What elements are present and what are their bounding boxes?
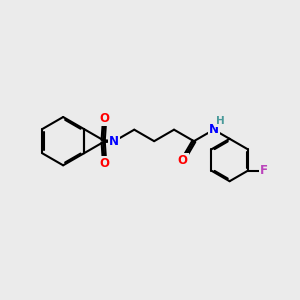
Text: F: F — [260, 164, 268, 177]
Text: H: H — [216, 116, 225, 126]
Text: N: N — [110, 135, 119, 148]
Text: N: N — [209, 123, 219, 136]
Text: O: O — [178, 154, 188, 167]
Text: O: O — [100, 157, 110, 170]
Text: O: O — [100, 112, 110, 125]
